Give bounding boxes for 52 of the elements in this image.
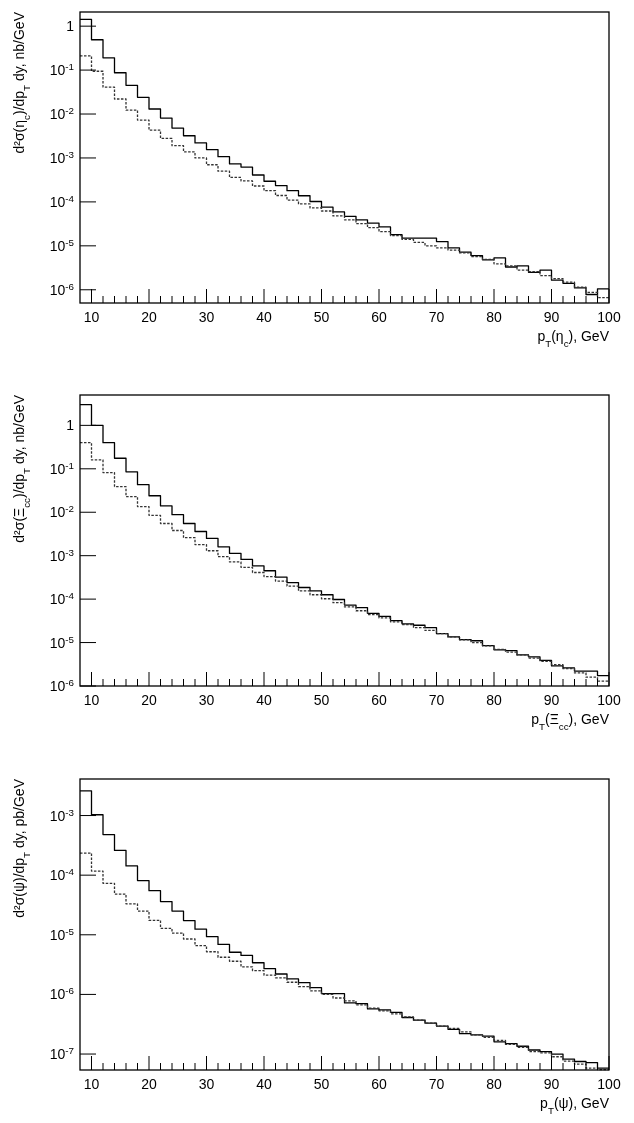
x-tick-label: 100 (597, 309, 621, 325)
x-axis-title: p$_{T}$(Ξ$_{cc}$), GeV (531, 711, 610, 732)
y-tick-label: 1 (66, 18, 75, 35)
y-tick-label: 10$^{-4}$ (49, 865, 75, 884)
x-tick-label: 60 (371, 692, 387, 708)
x-tick-label: 10 (83, 1076, 100, 1092)
x-tick-label: 80 (486, 692, 502, 708)
x-tick-label: 100 (597, 1076, 621, 1092)
x-tick-label: 80 (486, 309, 502, 325)
y-tick-label: 10$^{-3}$ (49, 148, 75, 166)
y-tick-label: 10$^{-5}$ (49, 925, 75, 943)
y-tick-label: 10$^{-6}$ (49, 280, 75, 298)
x-tick-label: 30 (198, 692, 215, 708)
x-axis-title: p$_{T}$(η$_{c}$), GeV (537, 328, 610, 349)
x-tick-label: 90 (543, 309, 560, 325)
x-tick-label: 80 (486, 1076, 502, 1092)
y-tick-label: 10$^{-6}$ (49, 676, 75, 694)
x-tick-label: 40 (256, 309, 272, 325)
y-tick-label: 10$^{-7}$ (49, 1044, 74, 1063)
x-tick-label: 60 (371, 309, 387, 325)
x-tick-label: 70 (428, 1076, 445, 1092)
y-tick-label: 10$^{-4}$ (49, 192, 75, 210)
x-axis-title: p$_{T}$(ψ), GeV (540, 1095, 610, 1116)
x-tick-label: 100 (597, 692, 621, 708)
x-tick-label: 70 (428, 309, 445, 325)
x-tick-label: 30 (198, 309, 215, 325)
x-tick-label: 90 (543, 1076, 560, 1092)
x-tick-label: 10 (83, 309, 100, 325)
x-tick-label: 50 (313, 1076, 330, 1092)
x-tick-label: 10 (83, 692, 100, 708)
y-tick-label: 10$^{-5}$ (49, 633, 75, 651)
x-tick-label: 50 (313, 692, 330, 708)
x-tick-label: 20 (141, 309, 157, 325)
y-tick-label: 10$^{-2}$ (49, 502, 74, 521)
x-tick-label: 20 (141, 1076, 157, 1092)
x-tick-label: 70 (428, 692, 445, 708)
x-tick-label: 40 (256, 692, 272, 708)
y-tick-label: 10$^{-5}$ (49, 236, 75, 254)
x-tick-label: 30 (198, 1076, 215, 1092)
y-tick-label: 1 (66, 417, 75, 434)
y-tick-label: 10$^{-1}$ (49, 60, 74, 79)
x-tick-label: 90 (543, 692, 560, 708)
y-tick-label: 10$^{-3}$ (49, 806, 75, 824)
x-tick-label: 40 (256, 1076, 272, 1092)
x-tick-label: 60 (371, 1076, 387, 1092)
y-tick-label: 10$^{-6}$ (49, 984, 75, 1003)
y-tick-label: 10$^{-4}$ (49, 589, 75, 608)
x-tick-label: 50 (313, 309, 330, 325)
y-tick-label: 10$^{-2}$ (49, 104, 74, 123)
y-tick-label: 10$^{-3}$ (49, 546, 75, 564)
x-tick-label: 20 (141, 692, 157, 708)
y-tick-label: 10$^{-1}$ (49, 459, 74, 477)
